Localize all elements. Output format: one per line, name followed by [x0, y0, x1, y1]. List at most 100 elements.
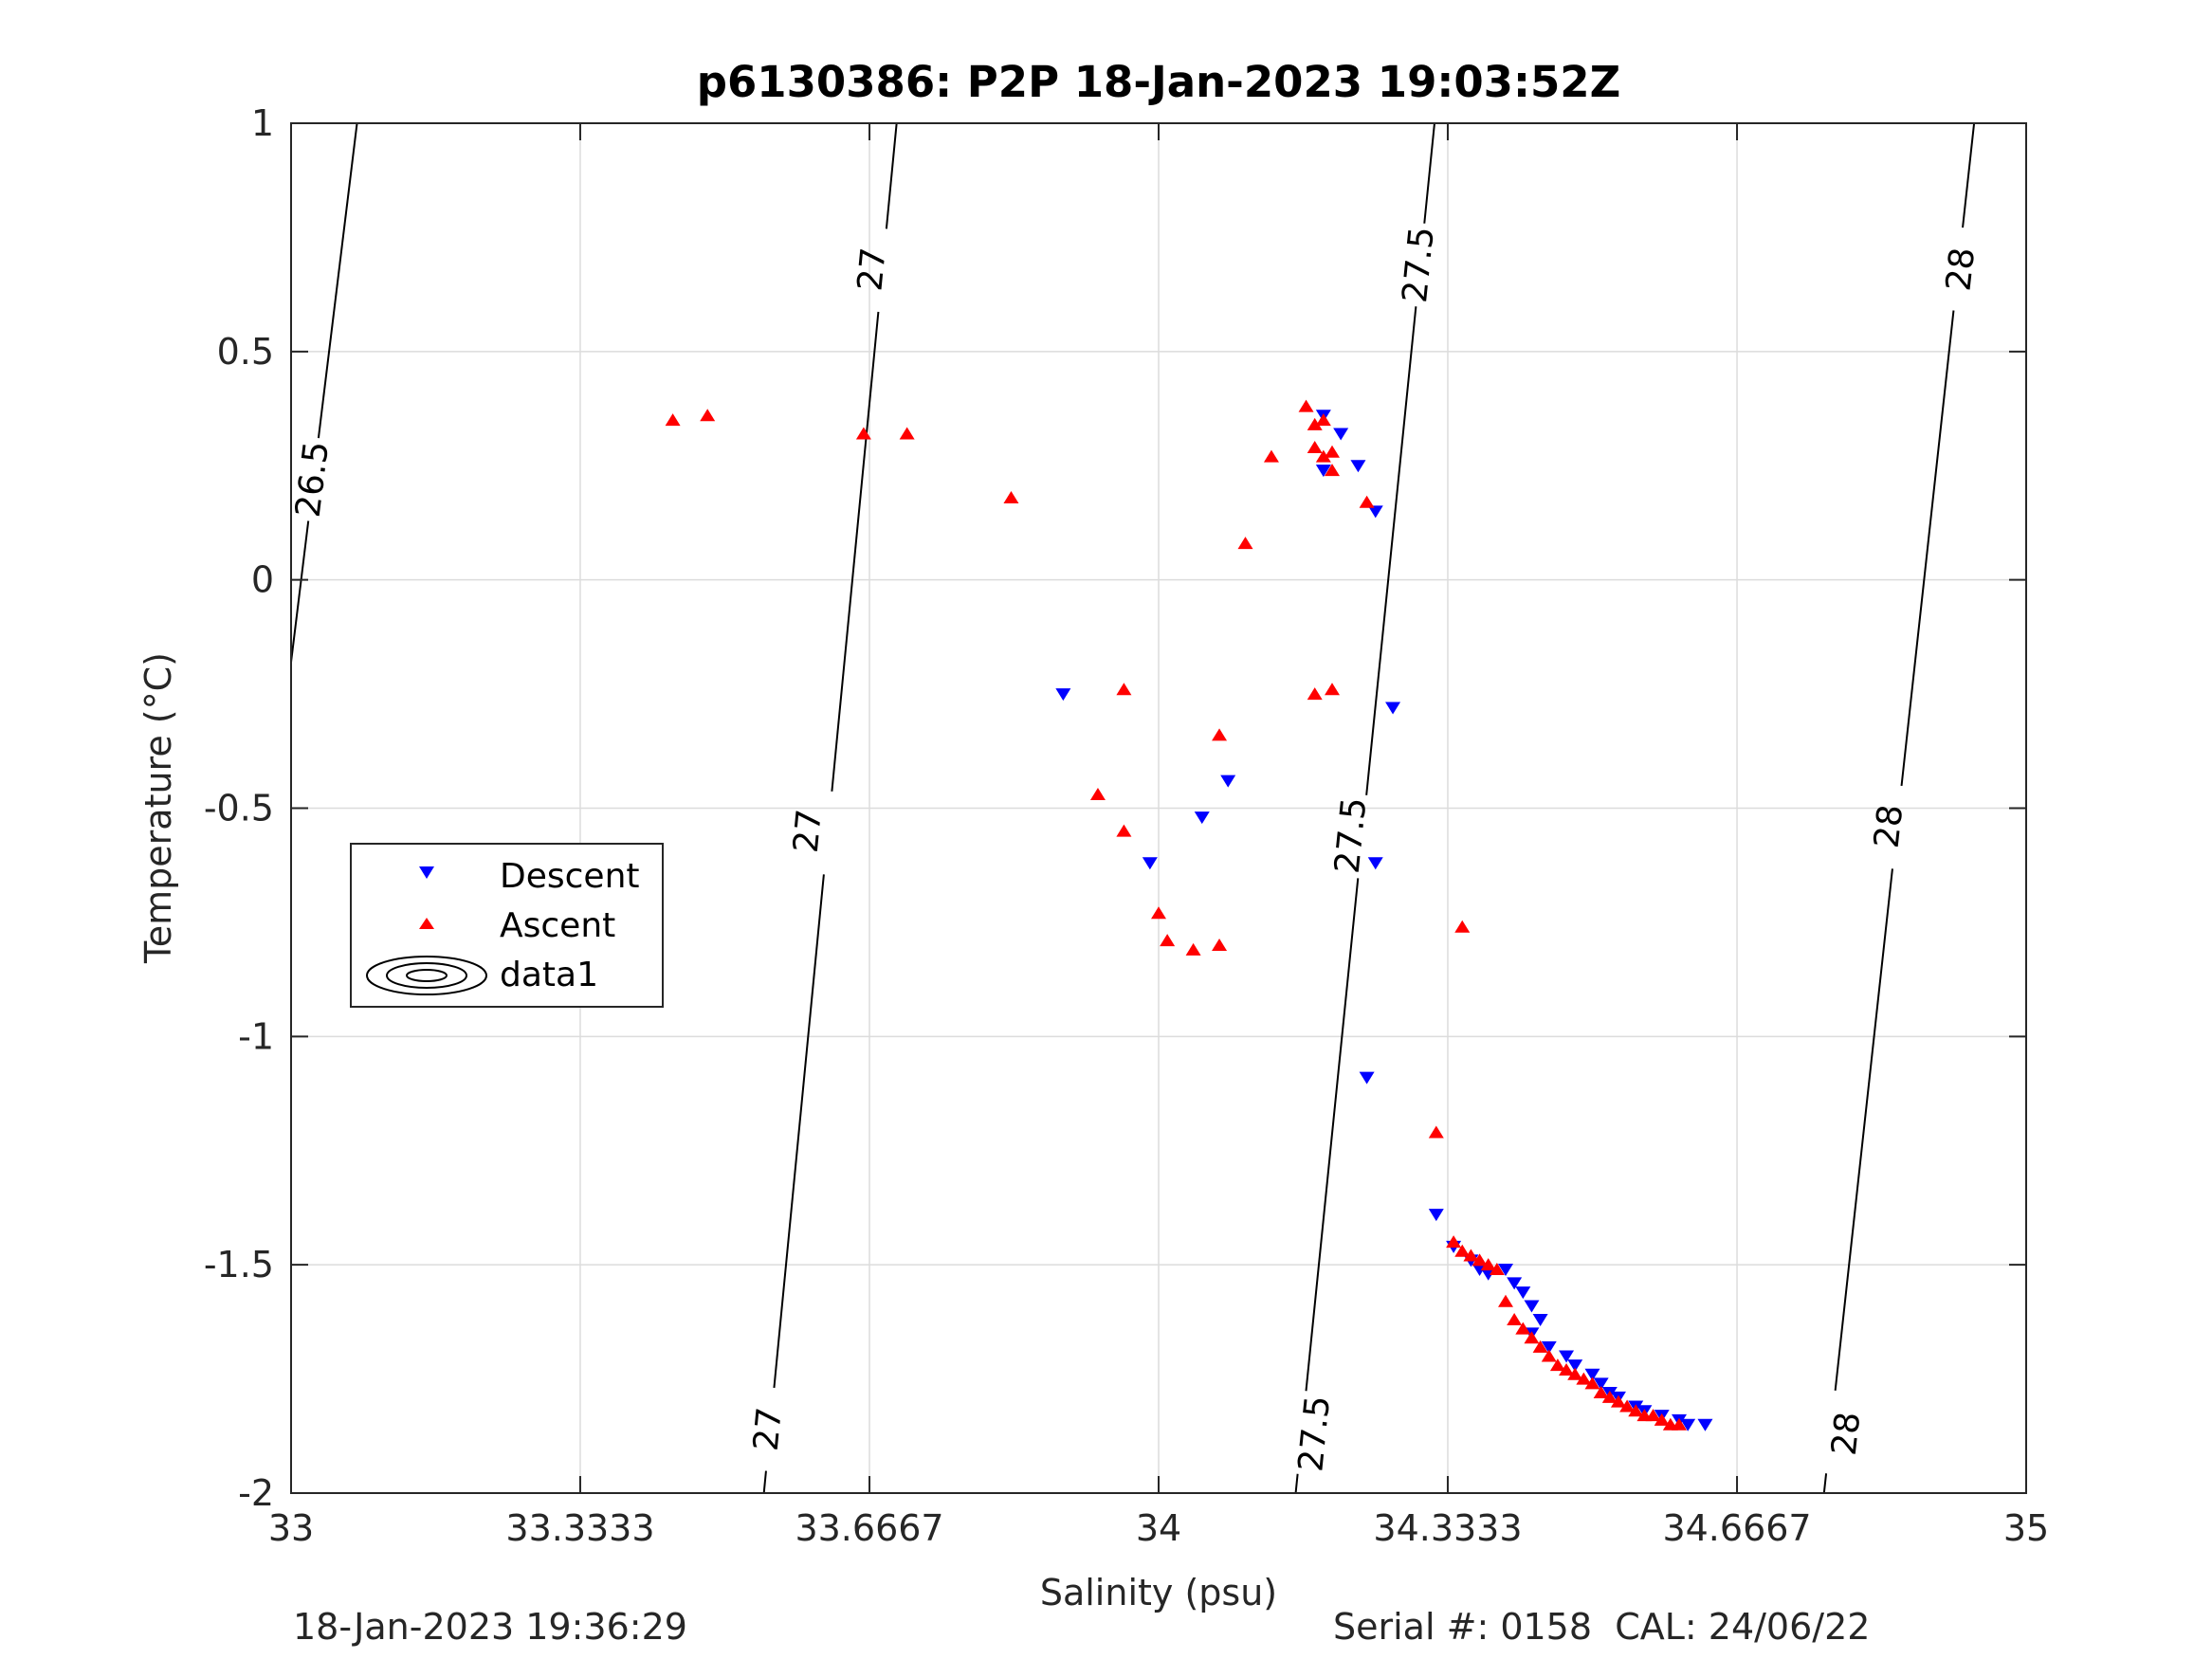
- contour-label: 28: [1868, 803, 1911, 850]
- contour-line: [762, 1470, 767, 1494]
- ascent-point: [1576, 1372, 1592, 1385]
- legend-descent-marker: [419, 866, 434, 879]
- descent-point: [1697, 1418, 1713, 1431]
- ascent-point: [1212, 939, 1228, 951]
- descent-point: [1333, 428, 1349, 441]
- y-tick-label: -2: [238, 1472, 274, 1514]
- ascent-point: [1359, 495, 1375, 508]
- ascent-point: [1116, 683, 1132, 696]
- ascent-point: [1325, 464, 1340, 477]
- ascent-point: [855, 427, 871, 440]
- contour-label: 28: [1825, 1410, 1869, 1457]
- ascent-point: [1532, 1340, 1548, 1353]
- descent-point: [1220, 775, 1236, 788]
- contour-line: [1423, 122, 1435, 224]
- ascent-point: [1472, 1253, 1488, 1267]
- ascent-point: [1645, 1409, 1661, 1422]
- y-axis-label: Temperature (°C): [137, 652, 179, 964]
- descent-point: [1359, 1071, 1375, 1085]
- descent-point: [1584, 1368, 1600, 1381]
- descent-point: [1515, 1286, 1531, 1300]
- contour-line: [290, 520, 310, 663]
- descent-point: [1350, 460, 1366, 473]
- legend-ascent-label: Ascent: [500, 906, 615, 945]
- ascent-point: [1089, 788, 1106, 801]
- legend-box: [350, 843, 664, 1008]
- x-tick-label: 33.6667: [795, 1507, 943, 1549]
- ascent-point: [1315, 449, 1331, 463]
- contour-line: [317, 122, 358, 439]
- ascent-point: [1185, 942, 1201, 956]
- legend-ascent-marker: [419, 918, 434, 929]
- ascent-point: [1325, 683, 1340, 696]
- ascent-point: [1151, 906, 1166, 920]
- contour-label: 26.5: [289, 439, 337, 520]
- ascent-point: [1307, 687, 1323, 701]
- contour-line: [1834, 868, 1893, 1391]
- descent-point: [1194, 811, 1210, 825]
- x-tick-label: 34.6667: [1662, 1507, 1811, 1549]
- y-tick-label: 0: [251, 559, 274, 601]
- contour-label: 27: [787, 808, 830, 855]
- x-tick-label: 33.3333: [505, 1507, 654, 1549]
- contour-line: [1365, 306, 1417, 795]
- axis-ticks: [290, 122, 2027, 1494]
- x-tick-label: 34.3333: [1373, 1507, 1522, 1549]
- contour-line: [1962, 122, 1976, 228]
- contour-line: [1900, 310, 1955, 787]
- ascent-point: [1263, 449, 1279, 463]
- ascent-point: [1428, 1125, 1444, 1139]
- y-tick-label: -1.5: [204, 1244, 274, 1285]
- contour-label: 27.5: [1396, 225, 1442, 304]
- ascent-point: [1584, 1376, 1600, 1390]
- ascent-point: [1524, 1331, 1540, 1344]
- ascent-point: [1507, 1312, 1523, 1325]
- ascent-point: [1116, 824, 1132, 837]
- contour-line: [1822, 1473, 1828, 1494]
- ascent-point: [1480, 1258, 1496, 1271]
- ascent-point: [1212, 728, 1228, 741]
- y-tick-label: 0.5: [217, 331, 274, 373]
- ascent-point: [1619, 1399, 1636, 1413]
- descent-point: [1142, 857, 1158, 870]
- contour-line: [1305, 878, 1360, 1392]
- contour-label: 28: [1940, 246, 1983, 293]
- x-tick-label: 35: [2003, 1507, 2049, 1549]
- descent-point: [1055, 688, 1071, 702]
- data-points: [665, 399, 1713, 1431]
- descent-point: [1593, 1377, 1609, 1391]
- ascent-point: [1654, 1413, 1670, 1426]
- y-tick-label: -1: [238, 1015, 274, 1057]
- contour-label: 27.5: [1291, 1394, 1338, 1473]
- ascent-point: [1549, 1358, 1565, 1372]
- descent-point: [1498, 1263, 1513, 1276]
- ascent-point: [1672, 1417, 1687, 1431]
- descent-point: [1680, 1418, 1696, 1431]
- contour-line: [1294, 1473, 1299, 1494]
- density-contours: 26.5 27 27 27 27.5 27.5 27.5 28 28 28: [289, 122, 1983, 1494]
- descent-point: [1559, 1350, 1575, 1363]
- contour-label: 27: [850, 246, 893, 293]
- ascent-point: [1610, 1395, 1626, 1408]
- descent-point: [1367, 857, 1383, 870]
- ascent-point: [1559, 1362, 1575, 1376]
- descent-point: [1507, 1277, 1523, 1290]
- contour-label: 27: [747, 1406, 790, 1453]
- legend-descent-label: Descent: [500, 857, 640, 896]
- x-tick-label: 33: [268, 1507, 314, 1549]
- descent-point: [1428, 1209, 1444, 1222]
- descent-point: [1532, 1313, 1548, 1326]
- ascent-point: [1463, 1249, 1479, 1262]
- y-tick-label: 1: [251, 102, 274, 144]
- ascent-point: [1541, 1349, 1557, 1362]
- ascent-point: [1003, 490, 1019, 503]
- ascent-point: [1446, 1235, 1462, 1249]
- ascent-point: [1307, 417, 1323, 430]
- ascent-point: [1489, 1262, 1505, 1275]
- ascent-point: [1315, 413, 1331, 427]
- ascent-point: [1593, 1386, 1609, 1399]
- ascent-point: [1515, 1322, 1531, 1335]
- ascent-point: [1567, 1367, 1583, 1380]
- descent-point: [1367, 505, 1383, 519]
- ascent-point: [1298, 399, 1314, 412]
